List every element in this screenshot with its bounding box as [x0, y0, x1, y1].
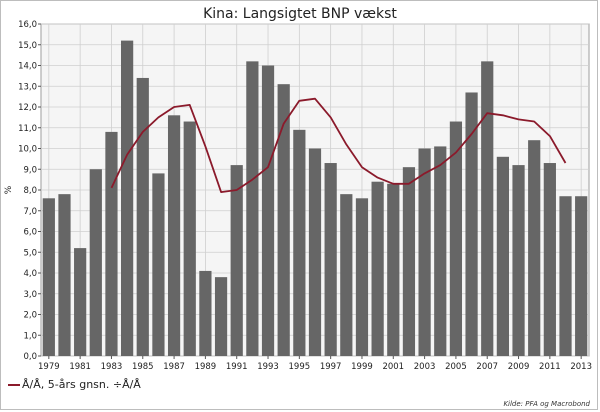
bar	[183, 121, 196, 357]
bar	[559, 196, 572, 356]
bar	[58, 194, 71, 356]
bar	[293, 129, 306, 356]
bar	[512, 165, 525, 356]
y-tick-label: 9,0	[23, 165, 37, 175]
y-tick-label: 8,0	[23, 186, 37, 196]
y-tick-label: 13,0	[18, 82, 37, 92]
bar	[387, 183, 400, 356]
bar	[261, 65, 275, 356]
x-tick-label: 2001	[382, 362, 404, 372]
y-axis-label: %	[4, 185, 14, 194]
x-tick-label: 1981	[69, 362, 91, 372]
bar	[543, 163, 556, 356]
bar	[199, 270, 212, 356]
y-tick-label: 3,0	[23, 290, 37, 300]
x-tick-label: 1993	[257, 362, 279, 372]
bar	[214, 277, 228, 356]
bar	[449, 121, 463, 357]
bar	[465, 92, 478, 356]
x-tick-label: 2005	[445, 362, 467, 372]
bar	[371, 181, 384, 356]
bar	[74, 248, 87, 356]
legend-label: Å/Å, 5-års gnsn. ÷Å/Å	[22, 378, 141, 391]
x-tick-label: 1995	[289, 362, 311, 372]
source-note: Kilde: PFA og Macrobond	[503, 400, 590, 408]
x-tick-label: 1987	[163, 362, 185, 372]
y-tick-label: 12,0	[18, 103, 37, 113]
bar	[418, 148, 431, 356]
x-tick-label: 2003	[414, 362, 436, 372]
bar	[42, 198, 55, 356]
x-tick-label: 1989	[195, 362, 217, 372]
bar	[246, 61, 259, 356]
bar	[308, 148, 322, 356]
y-tick-label: 16,0	[18, 20, 37, 30]
x-tick-label: 1991	[226, 362, 248, 372]
y-tick-label: 6,0	[23, 228, 37, 238]
y-tick-label: 7,0	[23, 207, 37, 217]
bar	[575, 196, 588, 356]
bar	[324, 163, 337, 356]
bar	[136, 77, 149, 356]
x-tick-label: 1999	[351, 362, 373, 372]
series-line	[110, 97, 567, 194]
legend: Å/Å, 5-års gnsn. ÷Å/Å	[8, 378, 141, 391]
y-tick-label: 11,0	[18, 124, 37, 134]
y-tick-label: 14,0	[18, 62, 37, 72]
bar	[105, 131, 118, 356]
bar	[340, 194, 353, 356]
bar	[355, 198, 369, 356]
bar	[402, 167, 416, 356]
bar	[167, 115, 181, 356]
bar	[89, 169, 102, 356]
y-tick-label: 4,0	[23, 269, 37, 279]
bar	[434, 146, 447, 356]
x-tick-label: 2011	[539, 362, 561, 372]
y-tick-label: 5,0	[23, 248, 37, 258]
x-tick-label: 2013	[570, 362, 592, 372]
y-tick-label: 10,0	[18, 145, 37, 155]
y-tick-label: 0,0	[23, 352, 37, 362]
bar	[496, 156, 509, 356]
chart-title: Kina: Langsigtet BNP vækst	[203, 6, 397, 22]
x-tick-label: 2007	[476, 362, 498, 372]
x-tick-label: 1983	[101, 362, 123, 372]
bar	[121, 40, 134, 356]
y-tick-label: 15,0	[18, 41, 37, 51]
legend-line-swatch	[8, 383, 20, 386]
x-tick-label: 2009	[508, 362, 530, 372]
bar	[528, 140, 541, 356]
bar	[277, 84, 290, 357]
x-tick-label: 1985	[132, 362, 154, 372]
y-tick-label: 2,0	[23, 311, 37, 321]
bar	[152, 173, 165, 356]
x-tick-label: 1997	[320, 362, 342, 372]
bar	[481, 61, 494, 356]
bar	[230, 165, 243, 356]
y-tick-label: 1,0	[23, 331, 37, 341]
x-tick-label: 1979	[38, 362, 60, 372]
